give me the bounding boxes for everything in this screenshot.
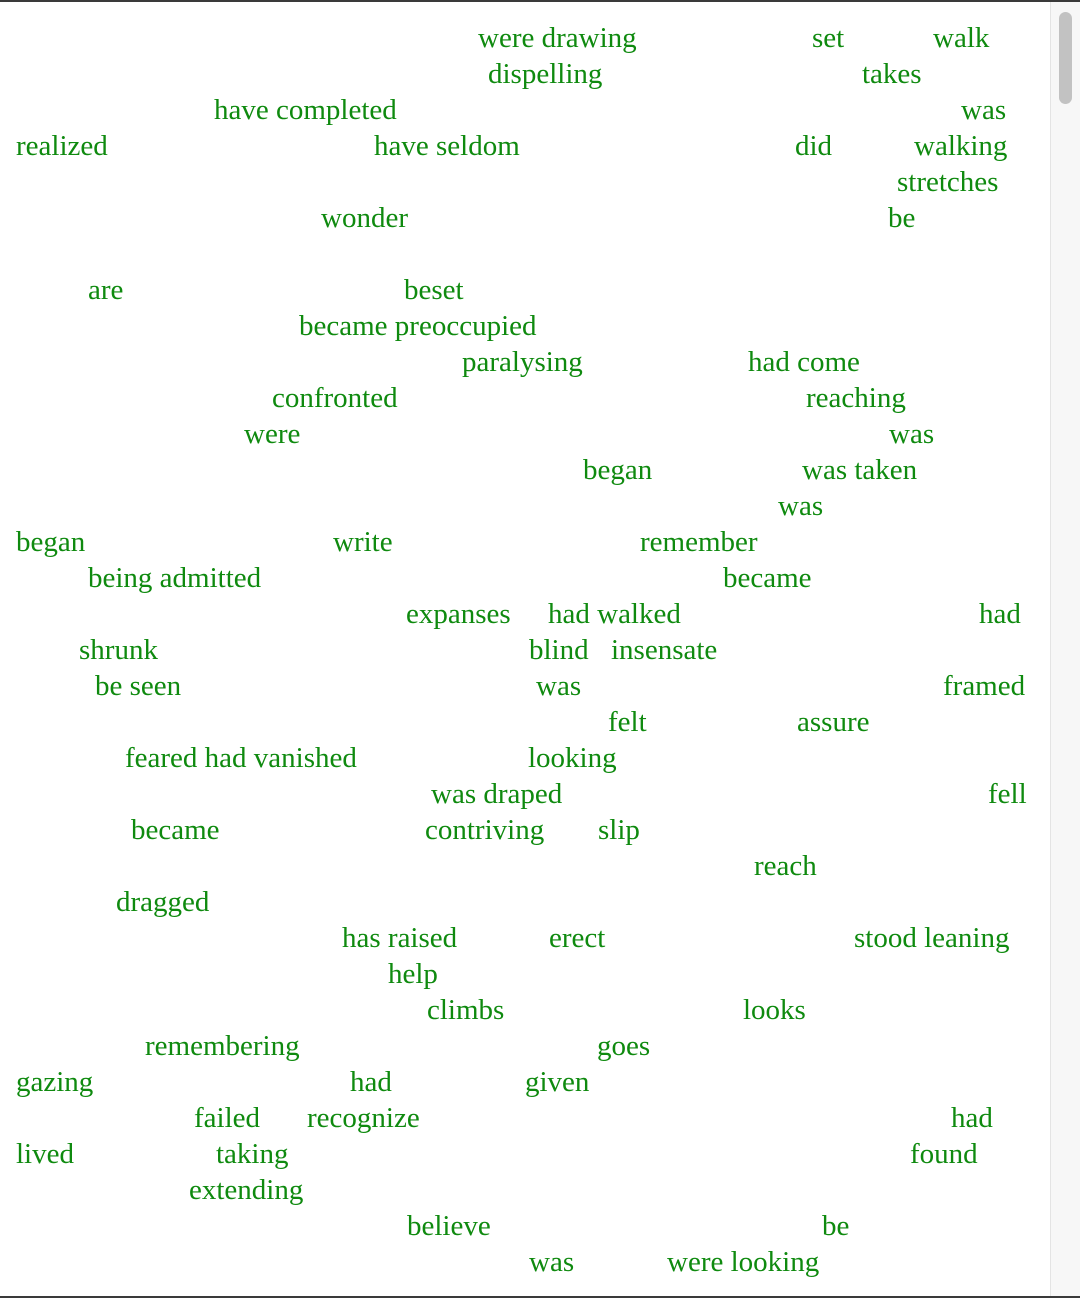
word: was <box>529 1246 575 1278</box>
word: extending <box>189 1174 304 1206</box>
scrollbar-thumb[interactable] <box>1059 12 1072 104</box>
word: takes <box>862 58 922 90</box>
word: began <box>583 454 653 486</box>
word: insensate <box>611 634 718 666</box>
word: paralysing <box>462 346 583 378</box>
word: stretches <box>897 166 999 198</box>
word: had walked <box>548 598 681 630</box>
word: blind <box>529 634 589 666</box>
word: expanses <box>406 598 511 630</box>
word: was <box>889 418 935 450</box>
word: write <box>333 526 393 558</box>
word: looks <box>743 994 806 1026</box>
word: found <box>910 1138 978 1170</box>
word: dragged <box>116 886 210 918</box>
word: became <box>723 562 812 594</box>
word: shrunk <box>79 634 158 666</box>
word: were looking <box>667 1246 820 1278</box>
word: reach <box>754 850 817 882</box>
word: be seen <box>95 670 182 702</box>
word: believe <box>407 1210 491 1242</box>
word: erect <box>549 922 606 954</box>
word: contriving <box>425 814 545 846</box>
word: slip <box>598 814 640 846</box>
word: became <box>131 814 220 846</box>
word: stood leaning <box>854 922 1010 954</box>
word: being admitted <box>88 562 262 594</box>
word: remembering <box>145 1030 300 1062</box>
word: has raised <box>342 922 458 954</box>
word: had <box>979 598 1021 630</box>
word: climbs <box>427 994 505 1026</box>
word: help <box>388 958 438 990</box>
word: feared had vanished <box>125 742 357 774</box>
word: lived <box>16 1138 74 1170</box>
vertical-scrollbar[interactable] <box>1050 2 1080 1296</box>
word: did <box>795 130 833 162</box>
word: was <box>961 94 1007 126</box>
word: were drawing <box>478 22 637 54</box>
word: was taken <box>802 454 918 486</box>
word: had come <box>748 346 860 378</box>
word: had <box>951 1102 993 1134</box>
word: fell <box>988 778 1027 810</box>
word: confronted <box>272 382 398 414</box>
word: beset <box>404 274 464 306</box>
word: have completed <box>214 94 397 126</box>
word: be <box>888 202 916 234</box>
word: recognize <box>307 1102 420 1134</box>
word: framed <box>943 670 1026 702</box>
word: taking <box>216 1138 289 1170</box>
word: failed <box>194 1102 261 1134</box>
word: gazing <box>16 1066 94 1098</box>
word: remember <box>640 526 758 558</box>
word: dispelling <box>488 58 603 90</box>
word: wonder <box>321 202 408 234</box>
word: began <box>16 526 86 558</box>
word: had <box>350 1066 392 1098</box>
word: felt <box>608 706 647 738</box>
word: goes <box>597 1030 651 1062</box>
word: were <box>244 418 301 450</box>
word: was draped <box>431 778 563 810</box>
word: realized <box>16 130 108 162</box>
word: was <box>536 670 582 702</box>
word: assure <box>797 706 870 738</box>
word: became preoccupied <box>299 310 537 342</box>
word: walk <box>933 22 990 54</box>
word: have seldom <box>374 130 520 162</box>
word: given <box>525 1066 590 1098</box>
word: be <box>822 1210 850 1242</box>
word: set <box>812 22 845 54</box>
word: reaching <box>806 382 906 414</box>
word: was <box>778 490 824 522</box>
word: looking <box>528 742 617 774</box>
word-scatter-area: were drawing set walk dispelling takes h… <box>0 2 1050 1296</box>
word: walking <box>914 130 1008 162</box>
word: are <box>88 274 124 306</box>
